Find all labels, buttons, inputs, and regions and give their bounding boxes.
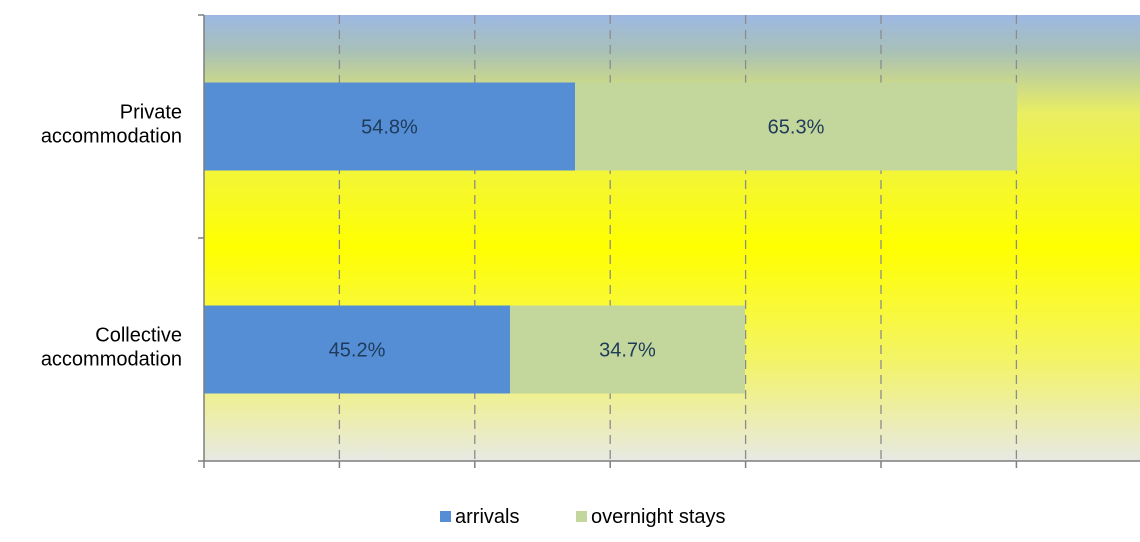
bar-arrivals-1 [204, 305, 511, 394]
legend-label: arrivals [455, 506, 519, 528]
data-label: 34.7% [599, 340, 656, 362]
legend: arrivals overnight stays [440, 506, 726, 528]
bars: 54.8% 65.3% 45.2% 34.7% [204, 82, 1018, 394]
bar-arrivals-0 [204, 82, 575, 171]
plot-area-background [204, 15, 1140, 461]
legend-label: overnight stays [591, 506, 726, 528]
axes [198, 14, 1140, 468]
legend-swatch-arrivals [440, 511, 451, 522]
data-label: 65.3% [768, 117, 825, 139]
category-labels: Private accommodation Collective accommodat… [41, 102, 182, 371]
data-label: 45.2% [329, 340, 386, 362]
category-label: Private accommodation [41, 102, 182, 148]
legend-swatch-overnight-stays [576, 511, 587, 522]
bar-overnight-stays-1 [510, 305, 745, 394]
bar-overnight-stays-0 [574, 82, 1018, 171]
data-label: 54.8% [361, 117, 418, 139]
category-label: Collective accommodation [41, 325, 182, 371]
